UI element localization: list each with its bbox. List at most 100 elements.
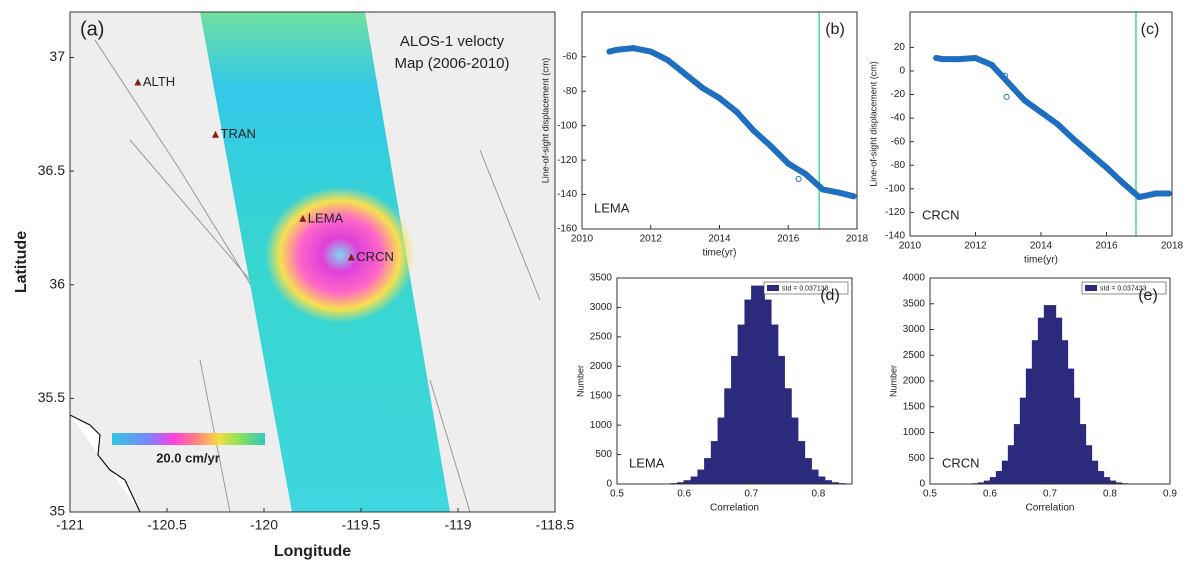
axes-frame <box>909 11 1173 237</box>
y-tick-label: 0 <box>919 479 925 490</box>
histogram-bar <box>737 324 745 484</box>
data-point <box>1119 179 1126 186</box>
y-tick-label: 3500 <box>903 298 926 309</box>
data-point <box>1021 97 1028 104</box>
x-tick-label: -118.5 <box>536 517 575 533</box>
outlier-point <box>1001 72 1008 79</box>
x-axis-label: time(yr) <box>1024 255 1058 266</box>
data-point <box>699 84 706 91</box>
histogram-bar <box>1103 477 1111 484</box>
plot-area <box>606 12 857 229</box>
histogram-bar <box>730 355 739 484</box>
histogram-bar <box>1037 317 1045 484</box>
map-title: Map (2006-2010) <box>394 55 509 72</box>
plot-area <box>971 305 1129 484</box>
data-point <box>939 56 946 63</box>
histogram-bar <box>1031 340 1039 484</box>
station-marker <box>134 78 142 86</box>
x-tick-label: -121 <box>56 517 84 533</box>
x-tick-label: 2016 <box>777 234 800 245</box>
station-label: TRAN <box>221 126 256 141</box>
data-point <box>1136 194 1143 201</box>
plot-area <box>670 285 846 484</box>
data-point <box>819 186 826 193</box>
y-tick-label: -120 <box>885 207 905 218</box>
legend-label: std = 0.037433 <box>1100 285 1147 292</box>
y-tick-label: 3000 <box>903 324 926 335</box>
y-tick-label: 36.5 <box>38 162 65 178</box>
axes-frame <box>616 277 853 485</box>
outlier-point <box>795 176 802 183</box>
y-axis-label: Number <box>575 365 585 397</box>
y-tick-label: -140 <box>557 189 577 200</box>
x-tick-label: 0.6 <box>983 489 997 500</box>
histogram-bar <box>1007 445 1015 484</box>
station-annotation: LEMA <box>594 200 630 215</box>
data-point <box>768 143 775 150</box>
y-tick-label: 2500 <box>590 331 613 342</box>
y-tick-label: 4000 <box>903 273 926 284</box>
y-tick-label: -60 <box>891 136 906 147</box>
y-tick-label: 37 <box>49 48 65 64</box>
data-point <box>682 71 689 77</box>
station-label: ALTH <box>143 74 175 89</box>
y-tick-label: 500 <box>595 449 612 460</box>
data-point <box>850 193 857 200</box>
panel: std = 0.037138 0.5 0.6 0.7 0.8 0 500 1000 1500 20… <box>575 273 853 514</box>
histogram-bar <box>751 285 759 484</box>
data-point <box>1152 190 1159 197</box>
x-tick-label: 2016 <box>1095 241 1118 252</box>
colorbar-label: 20.0 cm/yr <box>156 450 220 465</box>
y-tick-label: -80 <box>891 160 906 171</box>
y-tick-label: 0 <box>899 66 905 77</box>
data-point <box>956 56 963 63</box>
axes-frame <box>69 11 556 513</box>
y-tick-label: -100 <box>557 120 577 131</box>
data-point <box>802 170 809 177</box>
x-tick-label: 2014 <box>1030 241 1053 252</box>
x-tick-label: 0.5 <box>923 489 937 500</box>
x-tick-label: -119.5 <box>342 517 381 533</box>
x-tick-label: 2010 <box>571 234 594 245</box>
histogram-bar <box>710 441 718 484</box>
histogram-bar <box>818 476 826 484</box>
outlier-point <box>1003 93 1010 100</box>
data-point <box>1165 190 1172 197</box>
x-tick-label: 0.7 <box>1043 489 1057 500</box>
panel-label: (a) <box>80 18 104 40</box>
panel-label: (d) <box>820 287 840 304</box>
x-axis-label: Correlation <box>710 503 759 514</box>
y-tick-label: 2000 <box>590 361 613 372</box>
station-annotation: CRCN <box>942 455 980 470</box>
panel: 2010 2012 2014 2016 2018 -140 -120 -100 -80 -60 -4… <box>868 11 1184 266</box>
colorbar <box>112 433 265 445</box>
legend-swatch <box>767 285 779 291</box>
panel: ALTH TRAN LEMA CRCN ALOS-1 velocty Map (2006-… <box>13 11 575 560</box>
data-point <box>933 54 940 61</box>
data-point <box>1070 136 1077 143</box>
plot-area <box>933 12 1172 236</box>
histogram-bar <box>1079 424 1087 484</box>
station-label: LEMA <box>308 210 344 225</box>
histogram-bar <box>1001 460 1009 484</box>
displacement-trace <box>606 45 857 200</box>
data-point <box>1054 121 1061 127</box>
y-tick-label: 35 <box>49 503 65 519</box>
x-tick-label: 0.7 <box>744 489 758 500</box>
y-axis-label: Latitude <box>13 231 30 293</box>
histogram-bar <box>1055 317 1063 484</box>
data-point <box>1005 79 1012 86</box>
panel: 2010 2012 2014 2016 2018 -160 -140 -120 -100 -80 -… <box>540 11 869 259</box>
histogram-bar <box>1061 340 1069 484</box>
station-annotation: LEMA <box>629 455 665 470</box>
station-label: CRCN <box>356 249 394 264</box>
legend-label: std = 0.037138 <box>782 285 829 292</box>
histogram-bar <box>1043 305 1051 484</box>
data-point <box>716 95 723 102</box>
histogram-bar <box>791 417 799 484</box>
data-point <box>988 62 995 69</box>
data-point <box>1103 164 1110 171</box>
histogram-bar <box>764 299 772 484</box>
y-tick-label: -160 <box>557 224 577 235</box>
